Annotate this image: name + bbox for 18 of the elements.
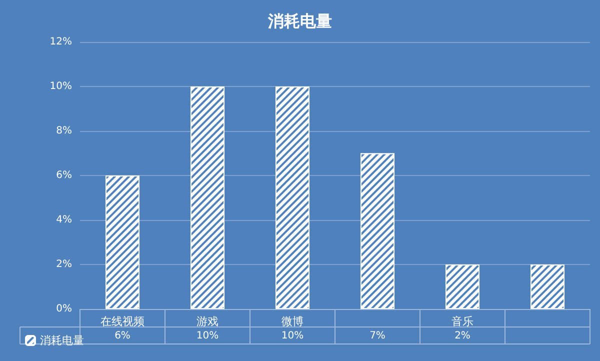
data-label: 6% [114, 330, 130, 342]
y-tick-label: 2% [56, 259, 72, 270]
data-label: 10% [281, 330, 304, 342]
y-tick-label: 0% [56, 304, 72, 314]
y-tick-label: 4% [56, 214, 72, 226]
y-tick-label: 10% [50, 81, 72, 92]
x-tick-label: 音乐 [452, 315, 474, 328]
chart-title: 消耗电量 [267, 12, 332, 30]
x-tick-label: 微博 [282, 315, 304, 328]
x-tick-label: 在线视频 [100, 315, 144, 328]
legend-label: 消耗电量 [40, 334, 84, 347]
y-tick-label: 12% [50, 36, 72, 48]
y-tick-label: 8% [56, 126, 72, 136]
data-label: 2% [454, 330, 470, 342]
y-tick-label: 6% [56, 170, 72, 181]
data-label: 7% [370, 330, 386, 342]
data-label: 10% [196, 330, 219, 342]
x-tick-label: 游戏 [196, 315, 218, 328]
